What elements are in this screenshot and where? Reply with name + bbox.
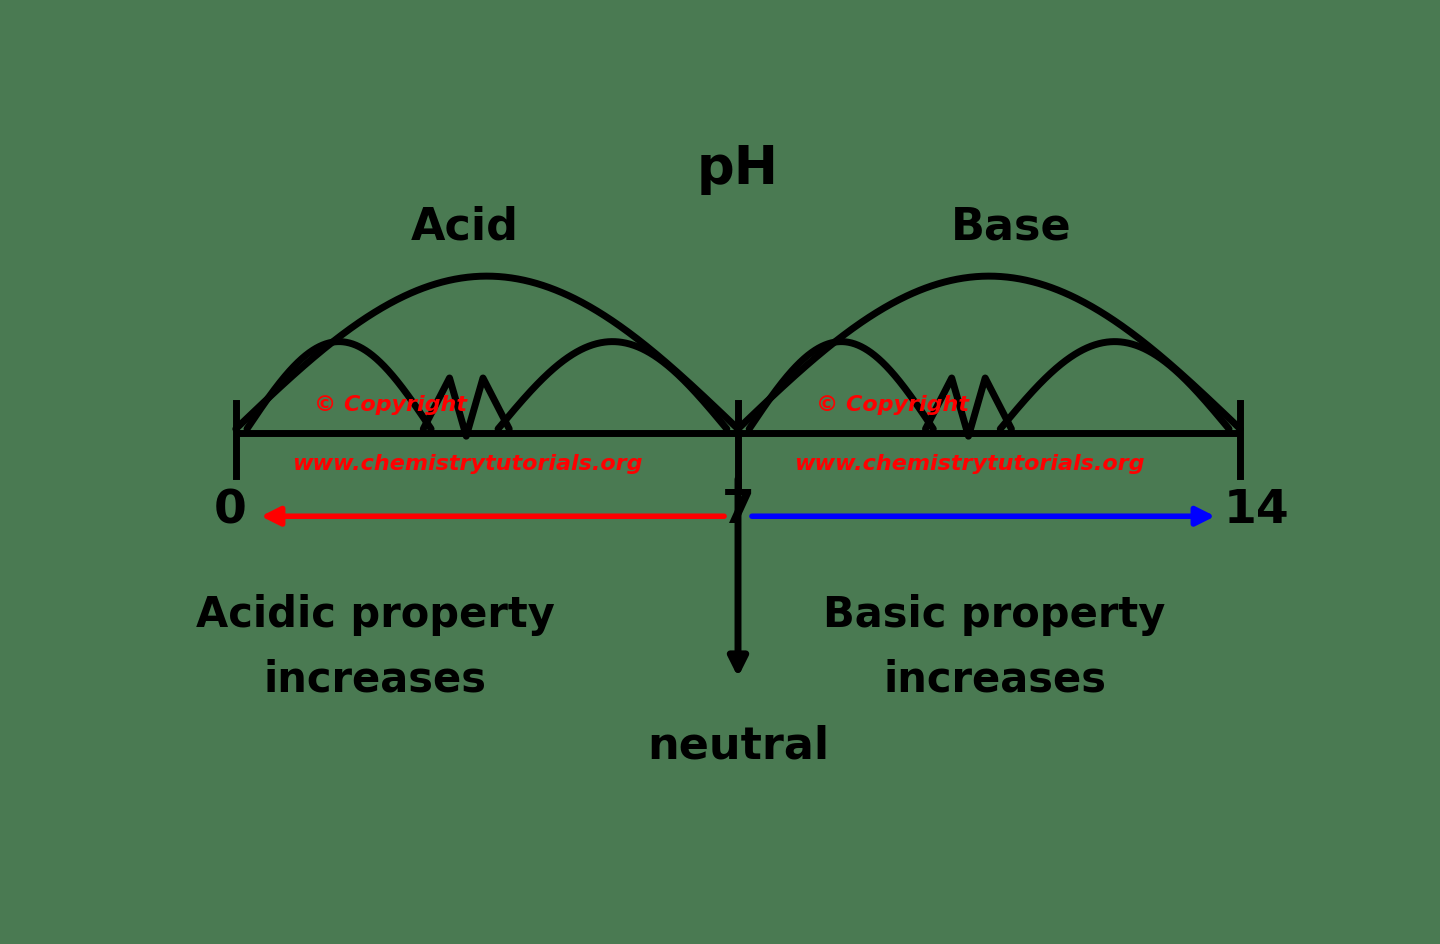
Text: 0: 0 <box>213 488 246 532</box>
Text: © Copyright: © Copyright <box>816 395 969 415</box>
Text: © Copyright: © Copyright <box>314 395 467 415</box>
Text: Acid: Acid <box>410 205 518 247</box>
Text: 7: 7 <box>721 488 755 532</box>
Text: Base: Base <box>950 205 1071 247</box>
Text: 14: 14 <box>1224 488 1290 532</box>
Text: www.chemistrytutorials.org: www.chemistrytutorials.org <box>291 453 642 473</box>
Text: Basic property
increases: Basic property increases <box>824 593 1166 700</box>
Text: pH: pH <box>697 143 779 194</box>
Text: www.chemistrytutorials.org: www.chemistrytutorials.org <box>793 453 1145 473</box>
Text: Acidic property
increases: Acidic property increases <box>196 593 554 700</box>
Text: neutral: neutral <box>647 724 829 767</box>
